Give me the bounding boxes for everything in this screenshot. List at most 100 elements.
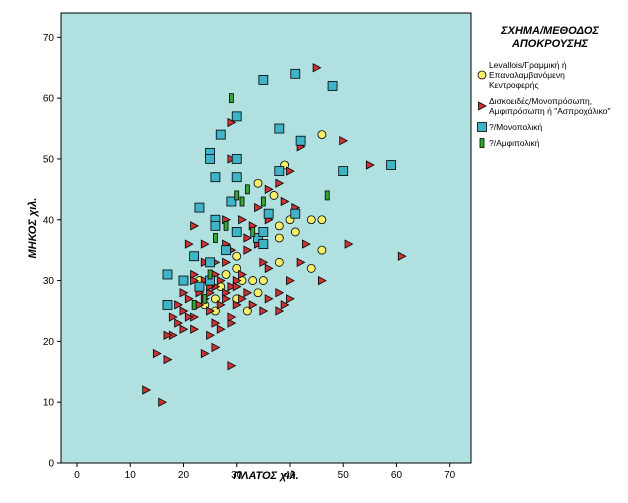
data-point	[184, 294, 194, 304]
data-point	[259, 306, 269, 316]
data-point	[152, 348, 162, 359]
data-point	[296, 257, 306, 267]
legend-title-line-2: ΑΠΟΚΡΟΥΣΗΣ	[511, 38, 589, 50]
data-point	[226, 196, 237, 207]
data-point	[258, 239, 269, 249]
data-point	[324, 190, 330, 201]
plot-background	[60, 12, 472, 464]
data-point	[221, 270, 231, 279]
data-point	[318, 275, 327, 286]
data-point	[200, 257, 210, 267]
y-tick-label: 70	[43, 33, 55, 44]
data-point	[231, 172, 242, 183]
data-point	[163, 330, 173, 340]
data-point	[184, 239, 194, 249]
data-point	[231, 227, 242, 237]
data-point	[231, 154, 242, 164]
legend: ΣΧΗΜΑ/ΜΕΘΟΔΟΣ ΑΠΟΚΡΟΥΣΗΣ Levallois/Γραμμ…	[477, 25, 611, 148]
data-point	[179, 324, 189, 334]
data-point	[200, 348, 210, 359]
x-tick-label: 10	[125, 470, 137, 481]
data-point	[386, 160, 397, 170]
data-point	[258, 227, 269, 237]
data-point	[215, 129, 226, 140]
data-point	[244, 184, 250, 195]
data-point	[206, 330, 215, 340]
data-point	[227, 312, 237, 322]
data-point	[216, 324, 226, 334]
y-tick-label: 30	[43, 276, 55, 287]
y-tick-label: 60	[43, 94, 55, 105]
data-point	[306, 264, 316, 273]
data-point	[178, 275, 189, 286]
data-point	[397, 251, 407, 261]
data-point	[317, 215, 327, 225]
data-point	[275, 178, 285, 188]
data-point	[210, 220, 221, 231]
data-point	[210, 172, 221, 183]
data-point	[274, 221, 284, 231]
data-point	[344, 239, 354, 249]
data-point	[227, 361, 237, 371]
x-tick-label: 40	[284, 470, 296, 481]
data-point	[295, 135, 306, 146]
data-point	[174, 318, 183, 328]
data-point	[190, 269, 199, 280]
data-point	[258, 276, 268, 285]
data-point	[142, 385, 152, 395]
data-point	[205, 257, 215, 268]
legend-label: Κεντροφερής	[489, 80, 539, 90]
data-point	[189, 251, 200, 262]
data-point	[168, 312, 178, 322]
data-point	[280, 196, 290, 207]
data-point	[207, 269, 213, 280]
y-tick-label: 20	[43, 337, 55, 348]
data-point	[274, 166, 285, 177]
data-point	[211, 342, 221, 353]
data-point	[213, 233, 218, 243]
data-point	[263, 208, 274, 219]
data-point	[253, 288, 263, 298]
data-point	[286, 166, 295, 176]
series-bar	[191, 93, 330, 310]
data-point	[290, 68, 301, 79]
data-point	[184, 312, 194, 322]
data-point	[260, 196, 266, 207]
data-point	[275, 306, 285, 316]
data-point	[239, 196, 245, 207]
data-point	[162, 299, 173, 310]
data-point	[238, 269, 247, 280]
data-point	[243, 233, 253, 243]
legend-title-line-1: ΣΧΗΜΑ/ΜΕΘΟΔΟΣ	[500, 25, 599, 37]
y-tick-label: 0	[48, 459, 54, 470]
data-point	[216, 275, 226, 286]
data-point	[269, 191, 279, 200]
legend-marker	[477, 122, 487, 132]
data-point	[234, 190, 240, 201]
data-point	[221, 245, 231, 256]
data-point	[290, 227, 300, 237]
data-point	[232, 300, 242, 310]
data-point	[317, 245, 327, 255]
data-point	[222, 257, 231, 267]
data-point	[327, 81, 338, 91]
data-point	[222, 288, 231, 298]
data-point	[250, 227, 256, 237]
data-point	[216, 300, 226, 310]
data-point	[274, 123, 285, 134]
data-point	[248, 300, 258, 310]
data-point	[254, 202, 263, 213]
data-point	[206, 306, 215, 316]
data-point	[253, 233, 263, 243]
data-point	[227, 117, 237, 128]
legend-marker	[479, 138, 485, 148]
data-point	[274, 257, 284, 267]
data-point	[179, 306, 189, 316]
data-point	[206, 288, 215, 298]
data-point	[317, 130, 327, 140]
y-tick-label: 10	[43, 398, 55, 409]
data-point	[238, 294, 247, 304]
legend-label: Αμφιπρόσωπη ή "Ασπροχάλικο"	[489, 106, 611, 116]
x-tick-label: 0	[74, 470, 80, 481]
data-point	[286, 294, 295, 304]
